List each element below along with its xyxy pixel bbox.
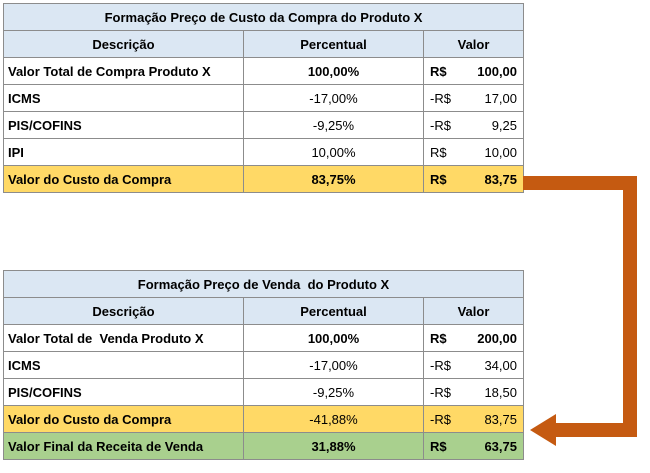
row-valor: -R$ 17,00 bbox=[422, 84, 525, 112]
row-descricao: Valor Total de Compra Produto X bbox=[3, 57, 244, 85]
row-percentual: -41,88% bbox=[243, 405, 424, 433]
currency-symbol: R$ bbox=[430, 63, 447, 79]
row-valor: R$ 63,75 bbox=[423, 432, 524, 460]
table-row: ICMS -17,00% -R$ 17,00 bbox=[3, 84, 525, 112]
row-valor: R$ 83,75 bbox=[422, 165, 525, 193]
row-descricao: PIS/COFINS bbox=[3, 378, 244, 406]
row-valor: -R$ 83,75 bbox=[423, 405, 524, 433]
row-valor: -R$ 34,00 bbox=[423, 351, 524, 379]
amount: 83,75 bbox=[484, 171, 518, 187]
row-descricao: IPI bbox=[3, 138, 244, 166]
amount: 9,25 bbox=[491, 117, 518, 133]
amount: 100,00 bbox=[477, 63, 518, 79]
amount: 17,00 bbox=[484, 90, 518, 106]
amount: 34,00 bbox=[484, 357, 517, 373]
currency-symbol: -R$ bbox=[430, 117, 451, 133]
header-descricao: Descrição bbox=[3, 297, 244, 325]
row-descricao: Valor Total de Venda Produto X bbox=[3, 324, 244, 352]
row-descricao: Valor do Custo da Compra bbox=[3, 405, 244, 433]
currency-symbol: -R$ bbox=[430, 411, 451, 427]
table-row: IPI 10,00% R$ 10,00 bbox=[3, 138, 525, 166]
row-descricao: Valor Final da Receita de Venda bbox=[3, 432, 244, 460]
row-percentual: 100,00% bbox=[243, 57, 424, 85]
sale-price-table: Formação Preço de Venda do Produto X Des… bbox=[3, 270, 524, 460]
row-valor: R$ 10,00 bbox=[422, 138, 525, 166]
row-percentual: -17,00% bbox=[243, 84, 424, 112]
row-valor: R$ 100,00 bbox=[422, 57, 525, 85]
table-row: Valor Final da Receita de Venda 31,88% R… bbox=[3, 432, 524, 460]
currency-symbol: R$ bbox=[430, 330, 447, 346]
row-percentual: 100,00% bbox=[243, 324, 424, 352]
row-valor: -R$ 18,50 bbox=[423, 378, 524, 406]
table-row: Valor Total de Compra Produto X 100,00% … bbox=[3, 57, 525, 85]
table-header-row: Descrição Percentual Valor bbox=[3, 30, 525, 58]
row-percentual: 31,88% bbox=[243, 432, 424, 460]
amount: 18,50 bbox=[484, 384, 517, 400]
purchase-cost-table: Formação Preço de Custo da Compra do Pro… bbox=[2, 3, 525, 193]
table-header-row: Descrição Percentual Valor bbox=[3, 297, 524, 325]
table-row: Valor do Custo da Compra 83,75% R$ 83,75 bbox=[3, 165, 525, 193]
currency-symbol: -R$ bbox=[430, 357, 451, 373]
row-percentual: 10,00% bbox=[243, 138, 424, 166]
table-row: PIS/COFINS -9,25% -R$ 18,50 bbox=[3, 378, 524, 406]
table-title: Formação Preço de Custo da Compra do Pro… bbox=[2, 3, 525, 31]
table-row: PIS/COFINS -9,25% -R$ 9,25 bbox=[3, 111, 525, 139]
currency-symbol: R$ bbox=[430, 144, 447, 160]
row-descricao: PIS/COFINS bbox=[3, 111, 244, 139]
currency-symbol: R$ bbox=[430, 438, 447, 454]
row-percentual: -9,25% bbox=[243, 378, 424, 406]
row-valor: R$ 200,00 bbox=[423, 324, 524, 352]
row-descricao: Valor do Custo da Compra bbox=[3, 165, 244, 193]
header-percentual: Percentual bbox=[243, 297, 424, 325]
amount: 10,00 bbox=[484, 144, 518, 160]
amount: 200,00 bbox=[477, 330, 517, 346]
row-descricao: ICMS bbox=[3, 84, 244, 112]
table-title-row: Formação Preço de Custo da Compra do Pro… bbox=[2, 3, 525, 31]
amount: 83,75 bbox=[484, 411, 517, 427]
currency-symbol: -R$ bbox=[430, 384, 451, 400]
amount: 63,75 bbox=[484, 438, 517, 454]
table-row: Valor do Custo da Compra -41,88% -R$ 83,7… bbox=[3, 405, 524, 433]
header-valor: Valor bbox=[422, 30, 525, 58]
currency-symbol: R$ bbox=[430, 171, 447, 187]
row-percentual: 83,75% bbox=[243, 165, 424, 193]
currency-symbol: -R$ bbox=[430, 90, 451, 106]
table-row: Valor Total de Venda Produto X 100,00% R… bbox=[3, 324, 524, 352]
header-valor: Valor bbox=[423, 297, 524, 325]
